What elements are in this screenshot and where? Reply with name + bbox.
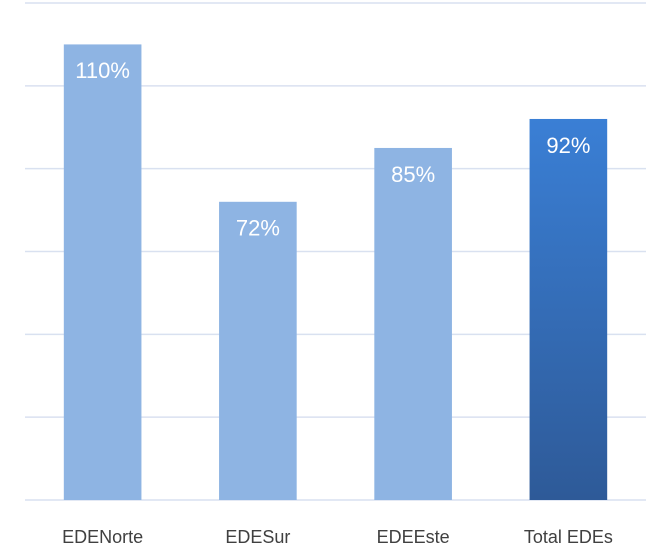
- value-label: 85%: [391, 162, 435, 187]
- value-label: 110%: [75, 58, 130, 83]
- value-label: 72%: [236, 216, 280, 241]
- x-tick-label: EDENorte: [62, 527, 143, 547]
- bar: [63, 44, 142, 501]
- x-tick-label: EDEEste: [377, 527, 450, 547]
- x-tick-label: Total EDEs: [524, 527, 613, 547]
- bar: [529, 118, 608, 500]
- bar: [219, 201, 297, 501]
- bar: [374, 147, 452, 501]
- x-tick-label: EDESur: [225, 527, 290, 547]
- value-label: 92%: [546, 133, 590, 158]
